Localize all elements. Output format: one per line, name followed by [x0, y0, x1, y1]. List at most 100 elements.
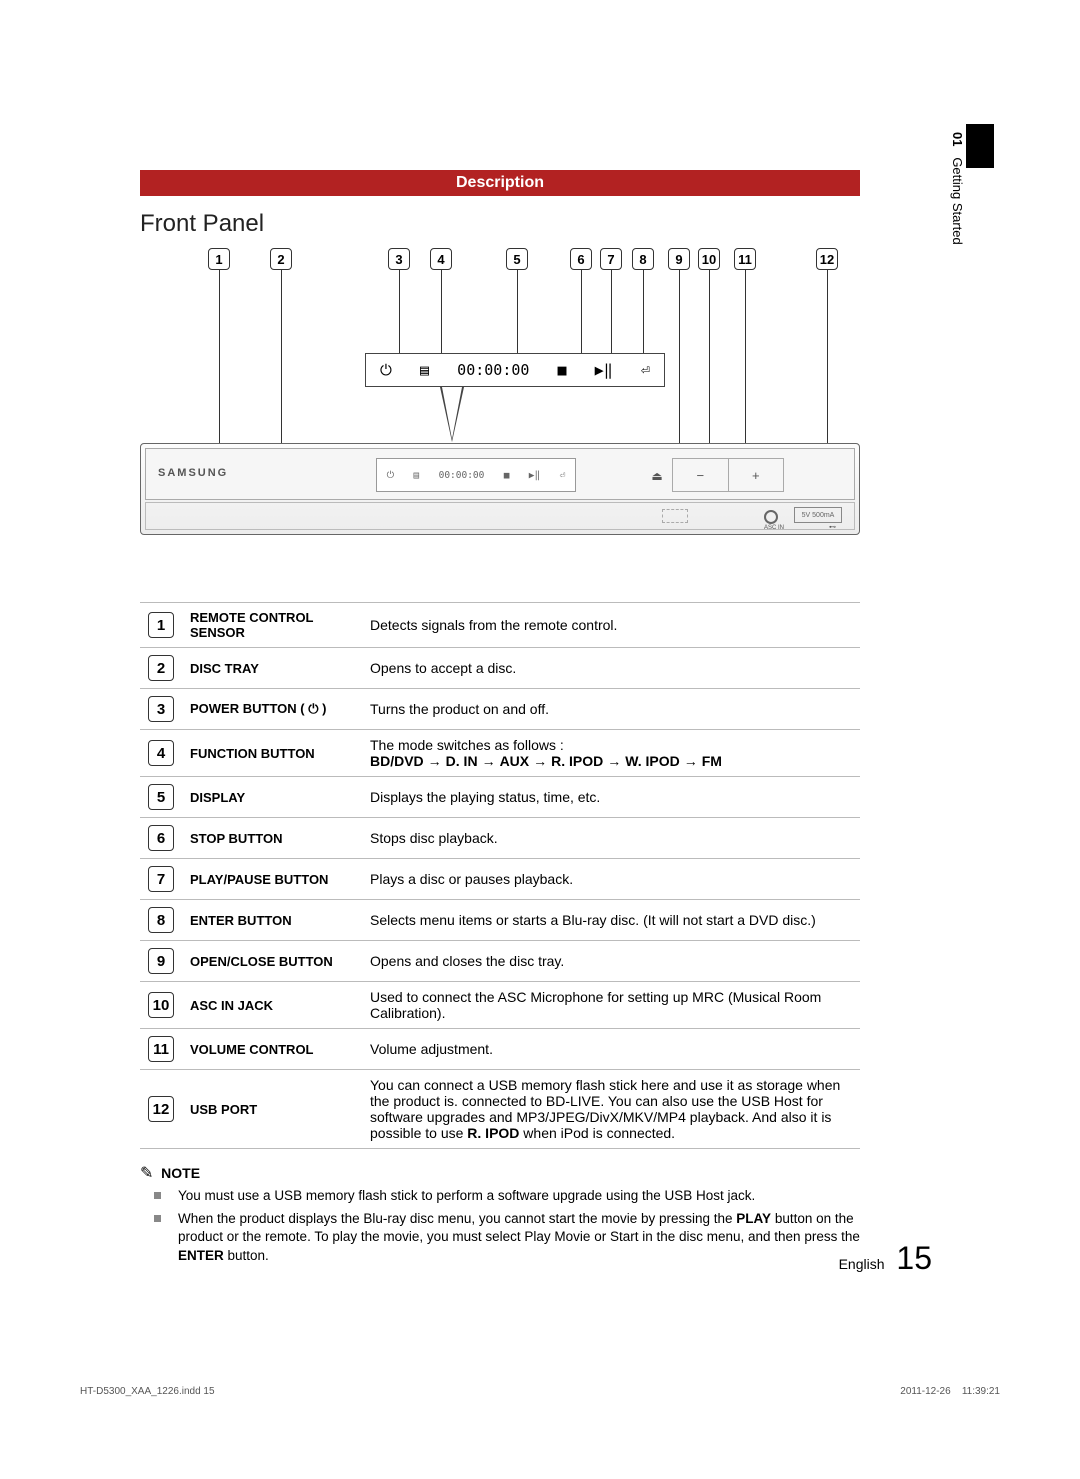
- feature-description: Volume adjustment.: [362, 1029, 860, 1070]
- callout-11: 11: [734, 248, 756, 270]
- table-row: 7PLAY/PAUSE BUTTONPlays a disc or pauses…: [140, 859, 860, 900]
- table-row: 11VOLUME CONTROLVolume adjustment.: [140, 1029, 860, 1070]
- callout-number: 2: [270, 248, 292, 270]
- footer-language: English: [839, 1256, 885, 1272]
- chapter-side-label: 01 Getting Started: [939, 132, 965, 245]
- page-footer: English 15: [839, 1240, 932, 1277]
- function-icon: ▤: [420, 361, 429, 379]
- callout-7: 7: [600, 248, 622, 270]
- feature-number: 4: [148, 740, 174, 766]
- note-item: When the product displays the Blu-ray di…: [168, 1210, 860, 1266]
- callout-number: 12: [816, 248, 838, 270]
- callout-10: 10: [698, 248, 720, 270]
- feature-number: 11: [148, 1036, 174, 1062]
- feature-label: STOP BUTTON: [182, 818, 362, 859]
- note-item: You must use a USB memory flash stick to…: [168, 1187, 860, 1206]
- description-bar: Description: [140, 170, 860, 196]
- callout-number: 1: [208, 248, 230, 270]
- feature-description: You can connect a USB memory flash stick…: [362, 1070, 860, 1149]
- device-upper: SAMSUNG ⏻ ▤ 00:00:00 ■ ▶‖ ⏎ ⏏ − +: [145, 448, 855, 500]
- footer-page-number: 15: [896, 1240, 932, 1276]
- feature-number: 12: [148, 1096, 174, 1122]
- play-pause-icon: ▶‖: [595, 361, 613, 379]
- note-heading: ✎ NOTE: [140, 1163, 860, 1183]
- callout-6: 6: [570, 248, 592, 270]
- feature-label: ASC IN JACK: [182, 982, 362, 1029]
- callout-12: 12: [816, 248, 838, 270]
- feature-description: Opens and closes the disc tray.: [362, 941, 860, 982]
- usb-port: 5V 500mA: [794, 507, 842, 523]
- feature-label: USB PORT: [182, 1070, 362, 1149]
- callout-4: 4: [430, 248, 452, 270]
- device-display-panel: ⏻ ▤ 00:00:00 ■ ▶‖ ⏎: [376, 458, 576, 492]
- feature-number: 2: [148, 655, 174, 681]
- feature-number: 9: [148, 948, 174, 974]
- enter-icon: ⏎: [641, 361, 650, 379]
- note-list: You must use a USB memory flash stick to…: [140, 1187, 860, 1266]
- feature-number: 1: [148, 612, 174, 638]
- feature-number: 8: [148, 907, 174, 933]
- manual-page: 01 Getting Started Description Front Pan…: [0, 0, 1080, 1479]
- front-panel-diagram: 123456789101112 ⏻ ▤ 00:00:00 ■ ▶‖ ⏎ SAMS…: [140, 248, 860, 558]
- table-row: 5DISPLAYDisplays the playing status, tim…: [140, 777, 860, 818]
- callout-line: [611, 270, 612, 353]
- ipod-dock-outline: [662, 509, 688, 523]
- time-display: 00:00:00: [457, 361, 529, 379]
- display-zoom: ⏻ ▤ 00:00:00 ■ ▶‖ ⏎: [365, 353, 665, 387]
- feature-number: 6: [148, 825, 174, 851]
- table-row: 10 ASC IN JACKUsed to connect the ASC Mic…: [140, 982, 860, 1029]
- eject-icon: ⏏: [648, 467, 666, 485]
- feature-description: Displays the playing status, time, etc.: [362, 777, 860, 818]
- feature-label: ENTER BUTTON: [182, 900, 362, 941]
- callout-number: 3: [388, 248, 410, 270]
- callout-line: [517, 270, 518, 353]
- callout-5: 5: [506, 248, 528, 270]
- time-display: 00:00:00: [439, 470, 485, 481]
- feature-description: Used to connect the ASC Microphone for s…: [362, 982, 860, 1029]
- feature-description: Detects signals from the remote control.: [362, 603, 860, 648]
- table-row: 1REMOTE CONTROL SENSORDetects signals fr…: [140, 603, 860, 648]
- content-area: Description Front Panel 123456789101112 …: [140, 170, 860, 1270]
- table-row: 4FUNCTION BUTTONThe mode switches as fol…: [140, 730, 860, 777]
- feature-description: Plays a disc or pauses playback.: [362, 859, 860, 900]
- table-row: 3POWER BUTTON ( ⏻ )Turns the product on …: [140, 689, 860, 730]
- callout-number: 8: [632, 248, 654, 270]
- asc-in-label: ASC IN: [764, 525, 784, 531]
- asc-in-jack: [764, 510, 778, 524]
- chapter-title: Getting Started: [950, 157, 965, 244]
- power-icon: ⏻: [380, 361, 392, 379]
- chapter-thumb-tab: [966, 124, 994, 168]
- table-row: 9 OPEN/CLOSE BUTTONOpens and closes the d…: [140, 941, 860, 982]
- device-body: SAMSUNG ⏻ ▤ 00:00:00 ■ ▶‖ ⏎ ⏏ − +: [140, 443, 860, 535]
- feature-description: Opens to accept a disc.: [362, 648, 860, 689]
- play-pause-icon: ▶‖: [529, 470, 540, 481]
- callout-number: 11: [734, 248, 756, 270]
- volume-minus: −: [672, 458, 729, 492]
- callout-line: [643, 270, 644, 353]
- callout-number: 10: [698, 248, 720, 270]
- chapter-number: 01: [950, 132, 965, 146]
- feature-number: 10: [148, 992, 174, 1018]
- usb-label: ⊷: [829, 523, 836, 531]
- stop-icon: ■: [558, 361, 567, 379]
- stop-icon: ■: [504, 470, 510, 481]
- table-row: 6 STOP BUTTONStops disc playback.: [140, 818, 860, 859]
- callout-number: 6: [570, 248, 592, 270]
- feature-description: Stops disc playback.: [362, 818, 860, 859]
- feature-label: PLAY/PAUSE BUTTON: [182, 859, 362, 900]
- table-row: 12 USB PORTYou can connect a USB memory f…: [140, 1070, 860, 1149]
- callout-8: 8: [632, 248, 654, 270]
- callout-9: 9: [668, 248, 690, 270]
- volume-buttons: − +: [672, 458, 784, 492]
- print-metadata: HT-D5300_XAA_1226.indd 15 2011-12-26 11:…: [80, 1386, 1000, 1397]
- callout-number: 9: [668, 248, 690, 270]
- callout-3: 3: [388, 248, 410, 270]
- function-icon: ▤: [414, 470, 420, 481]
- feature-number: 3: [148, 696, 174, 722]
- feature-description: Selects menu items or starts a Blu-ray d…: [362, 900, 860, 941]
- feature-label: POWER BUTTON ( ⏻ ): [182, 689, 362, 730]
- zoom-pointer-fill: [442, 387, 462, 439]
- note-hand-icon: ✎: [140, 1165, 153, 1182]
- feature-label: OPEN/CLOSE BUTTON: [182, 941, 362, 982]
- feature-table: 1REMOTE CONTROL SENSORDetects signals fr…: [140, 602, 860, 1149]
